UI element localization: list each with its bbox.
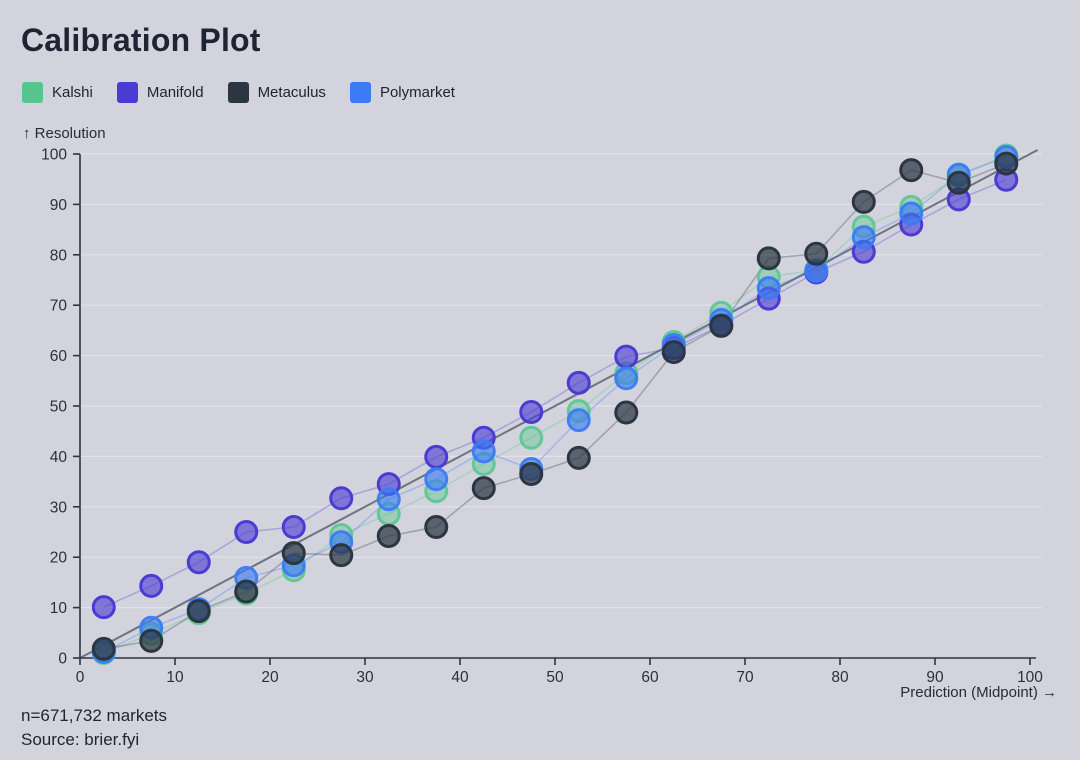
data-point-polymarket [851, 225, 876, 250]
y-tick-label: 10 [50, 600, 68, 617]
data-point-metaculus [281, 541, 306, 566]
x-tick-label: 80 [831, 669, 849, 686]
data-point-polymarket [376, 487, 401, 512]
legend-swatch-polymarket [349, 82, 371, 103]
legend-label: Kalshi [52, 84, 93, 101]
data-point-metaculus [946, 170, 971, 195]
x-tick-label: 70 [736, 669, 754, 686]
y-tick-label: 30 [50, 499, 68, 516]
y-tick-label: 50 [50, 399, 68, 416]
chart-legend: Kalshi Manifold Metaculus Polymarket [22, 82, 455, 103]
x-tick-label: 20 [261, 669, 279, 686]
data-point-metaculus [661, 340, 686, 365]
data-point-metaculus [186, 599, 211, 624]
data-point-kalshi [519, 425, 544, 450]
y-tick-label: 20 [50, 550, 68, 567]
data-point-manifold [186, 550, 211, 575]
data-point-manifold [234, 520, 259, 544]
x-tick-label: 10 [166, 669, 184, 686]
chart-footer: n=671,732 markets Source: brier.fyi [21, 704, 167, 752]
data-point-metaculus [899, 158, 924, 183]
data-point-polymarket [424, 467, 449, 492]
data-point-manifold [614, 344, 639, 369]
data-point-metaculus [756, 246, 781, 271]
legend-swatch-manifold [116, 82, 138, 103]
x-tick-label: 0 [76, 669, 85, 686]
x-tick-label: 100 [1017, 669, 1043, 686]
data-point-metaculus [424, 514, 449, 539]
legend-item-manifold[interactable]: Manifold [116, 82, 204, 103]
data-point-manifold [519, 400, 544, 425]
page-title: Calibration Plot [21, 22, 261, 58]
data-point-metaculus [566, 445, 591, 470]
x-tick-label: 90 [926, 669, 944, 686]
data-point-polymarket [899, 201, 924, 226]
y-axis-title: ↑ Resolution [23, 125, 106, 142]
data-point-polymarket [614, 366, 639, 391]
data-point-manifold [566, 370, 591, 395]
data-point-manifold [424, 444, 449, 469]
legend-label: Polymarket [379, 84, 455, 101]
data-point-polymarket [756, 276, 781, 301]
x-tick-label: 50 [546, 669, 564, 686]
y-tick-label: 90 [50, 197, 68, 214]
data-point-manifold [91, 595, 116, 620]
data-point-metaculus [709, 313, 734, 338]
legend-swatch-kalshi [22, 82, 43, 103]
data-point-metaculus [804, 241, 829, 266]
legend-item-metaculus[interactable]: Metaculus [227, 82, 326, 103]
data-point-metaculus [519, 462, 544, 487]
y-tick-label: 40 [50, 449, 68, 466]
data-point-metaculus [376, 524, 401, 549]
legend-item-kalshi[interactable]: Kalshi [22, 82, 93, 103]
x-tick-label: 30 [356, 669, 374, 686]
y-tick-label: 100 [41, 147, 67, 164]
data-point-metaculus [471, 476, 496, 501]
data-point-manifold [329, 486, 354, 511]
data-point-manifold [139, 573, 164, 598]
data-point-metaculus [994, 151, 1019, 176]
x-axis-title: Prediction (Midpoint) → [900, 684, 1057, 701]
data-point-metaculus [614, 400, 639, 425]
sample-size-text: n=671,732 markets [21, 706, 168, 725]
diagonal-reference-line [79, 149, 1039, 659]
legend-item-polymarket[interactable]: Polymarket [349, 82, 455, 103]
x-tick-label: 40 [451, 669, 469, 686]
data-point-manifold [281, 514, 306, 539]
legend-label: Manifold [146, 84, 204, 101]
data-point-metaculus [234, 579, 259, 604]
data-point-polymarket [566, 408, 591, 433]
legend-label: Metaculus [257, 84, 326, 101]
x-tick-label: 60 [641, 669, 659, 686]
y-tick-label: 70 [50, 298, 68, 315]
source-text: Source: brier.fyi [21, 730, 140, 749]
legend-swatch-metaculus [227, 82, 249, 103]
data-point-metaculus [329, 543, 354, 568]
data-point-polymarket [471, 439, 496, 464]
y-tick-label: 0 [58, 651, 67, 668]
data-point-metaculus [851, 189, 876, 214]
data-point-metaculus [139, 628, 164, 653]
y-tick-label: 60 [50, 348, 68, 365]
y-tick-label: 80 [50, 247, 68, 264]
data-point-metaculus [91, 636, 116, 661]
